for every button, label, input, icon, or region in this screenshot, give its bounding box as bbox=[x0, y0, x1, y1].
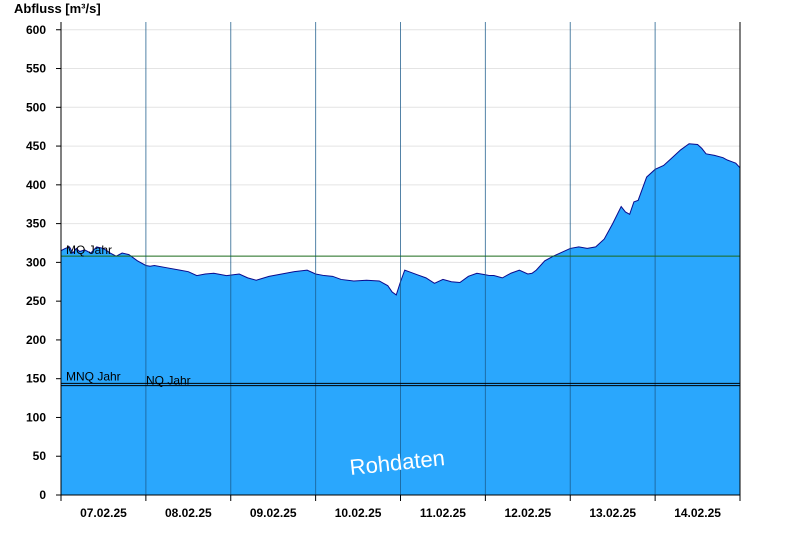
x-tick-label: 10.02.25 bbox=[335, 506, 382, 520]
x-tick-label: 14.02.25 bbox=[674, 506, 721, 520]
y-tick-label: 400 bbox=[26, 178, 46, 192]
y-tick-label: 0 bbox=[39, 488, 46, 502]
y-tick-label: 350 bbox=[26, 217, 46, 231]
x-tick-label: 09.02.25 bbox=[250, 506, 297, 520]
x-tick-label: 13.02.25 bbox=[589, 506, 636, 520]
x-axis-ticks: 07.02.25 08.02.25 09.02.25 10.02.25 11.02.25… bbox=[60, 495, 741, 520]
y-axis-ticks: 0 50 100 150 200 250 300 350 400 450 500 550 600 bbox=[26, 23, 61, 502]
reference-label: MNQ Jahr bbox=[66, 369, 121, 383]
y-tick-label: 450 bbox=[26, 139, 46, 153]
x-tick-label: 11.02.25 bbox=[420, 506, 466, 520]
reference-label: NQ Jahr bbox=[146, 374, 191, 388]
y-tick-label: 300 bbox=[26, 255, 46, 269]
y-tick-label: 100 bbox=[26, 410, 46, 424]
x-tick-label: 12.02.25 bbox=[504, 506, 551, 520]
y-tick-label: 150 bbox=[26, 372, 46, 386]
reference-label: MQ Jahr bbox=[66, 243, 112, 257]
y-tick-label: 550 bbox=[26, 62, 46, 76]
y-tick-label: 500 bbox=[26, 100, 46, 114]
y-tick-label: 50 bbox=[33, 449, 47, 463]
reference-lines: MQ Jahr MNQ Jahr NQ Jahr bbox=[61, 243, 740, 388]
x-tick-label: 07.02.25 bbox=[80, 506, 127, 520]
day-separator-lines bbox=[145, 22, 656, 495]
y-axis-label: Abfluss [m³/s] bbox=[14, 1, 101, 16]
y-tick-label: 600 bbox=[26, 23, 46, 37]
discharge-line bbox=[60, 143, 741, 296]
x-tick-label: 08.02.25 bbox=[165, 506, 212, 520]
y-tick-label: 250 bbox=[26, 294, 46, 308]
y-tick-label: 200 bbox=[26, 333, 46, 347]
